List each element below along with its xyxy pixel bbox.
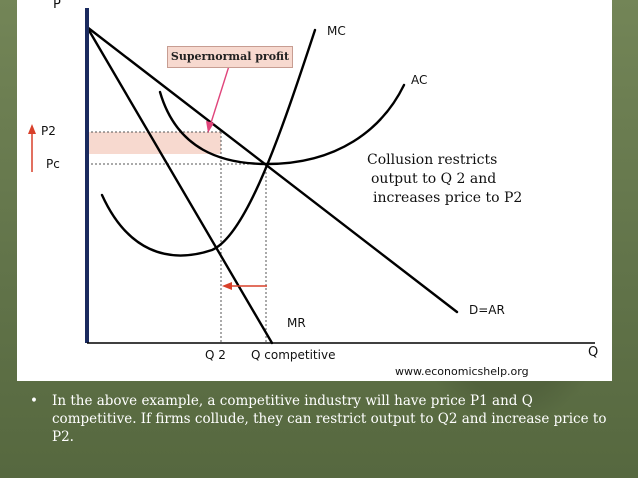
bullet-text: In the above example, a competitive indu… [52,393,607,445]
economics-diagram: P Q P2 Pc Q 2 Q competitive MC AC MR D=A… [17,0,612,381]
bullet-icon: • [30,393,38,409]
q-axis-label: Q [588,345,599,360]
mr-curve [85,25,274,345]
output-reduction-arrow [222,282,267,290]
q2-label: Q 2 [205,348,226,362]
bullet-list: • In the above example, a competitive in… [30,392,615,446]
diagram-canvas [28,8,595,345]
note-line: Collusion restricts [367,152,498,168]
note-line: increases price to P2 [373,190,523,206]
q-competitive-label: Q competitive [251,348,336,362]
supernormal-profit-callout: Supernormal profit [167,46,293,68]
ac-label: AC [411,73,428,87]
demand-label: D=AR [469,303,505,317]
mc-curve [100,28,317,257]
bullet-item: • In the above example, a competitive in… [30,392,615,446]
collusion-note: Collusion restricts output to Q 2 and in… [367,151,557,208]
mc-label: MC [327,24,346,38]
mr-label: MR [287,316,306,330]
ac-curve [158,83,406,166]
p2-label: P2 [41,124,56,138]
p-axis-label: P [53,0,61,12]
demand-curve [85,25,459,314]
source-label: www.economicshelp.org [395,365,529,378]
note-line: output to Q 2 and [371,171,497,187]
price-up-arrow [28,124,36,172]
pc-label: Pc [46,157,60,171]
callout-pointer [206,65,230,133]
